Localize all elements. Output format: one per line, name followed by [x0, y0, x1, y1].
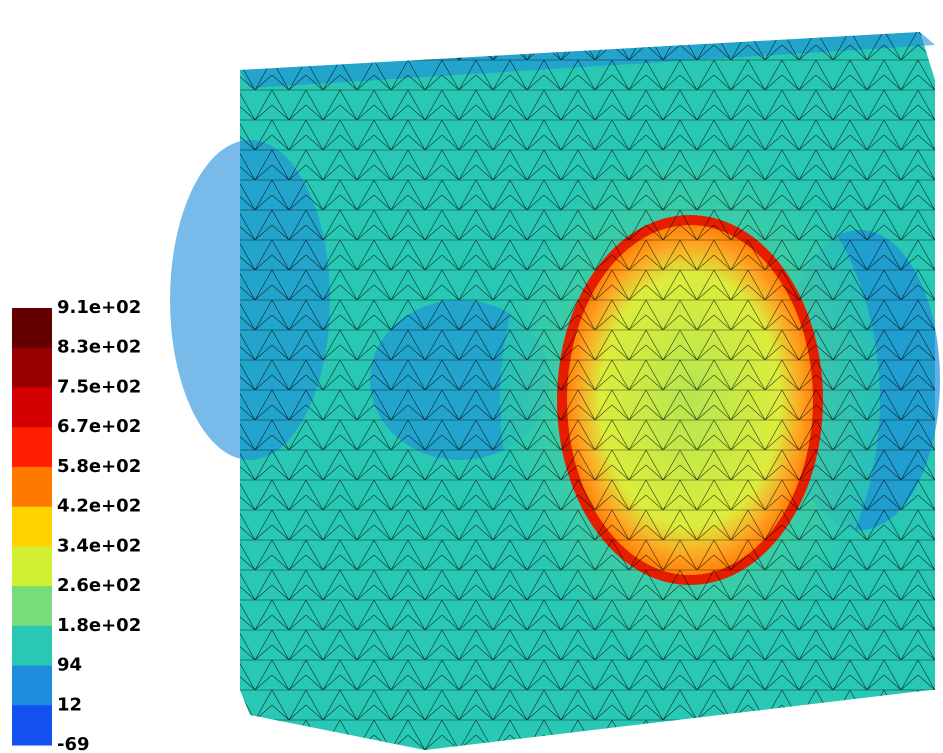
colorbar-band [12, 546, 52, 587]
colorbar-label: 2.6e+02 [57, 575, 141, 596]
colorbar-band [12, 586, 52, 627]
colorbar-label: 12 [57, 694, 82, 715]
colorbar-label: -69 [57, 734, 90, 753]
colorbar-label: 5.8e+02 [57, 456, 141, 477]
colorbar-label: 3.4e+02 [57, 535, 141, 556]
colorbar-label: 7.5e+02 [57, 376, 141, 397]
colorbar-label: 4.2e+02 [57, 496, 141, 517]
colorbar-band [12, 466, 52, 508]
colorbar-label: 94 [57, 655, 82, 676]
colorbar-band [12, 705, 52, 746]
colorbar-label: 8.3e+02 [57, 337, 141, 358]
colorbar-band [12, 308, 52, 349]
colorbar-label: 6.7e+02 [57, 416, 141, 437]
colorbar-band [12, 625, 52, 667]
colorbar-band [12, 506, 52, 547]
colorbar-label: 9.1e+02 [57, 297, 141, 318]
colorbar-label: 1.8e+02 [57, 615, 141, 636]
colorbar-band [12, 427, 52, 468]
colorbar-band [12, 347, 52, 388]
colorbar: 9.1e+02 8.3e+02 7.5e+02 6.7e+02 5.8e+02 4.2e+… [12, 297, 141, 753]
colorbar-band [12, 665, 52, 706]
colorbar-band [12, 387, 52, 428]
mesh-block [170, 32, 940, 750]
